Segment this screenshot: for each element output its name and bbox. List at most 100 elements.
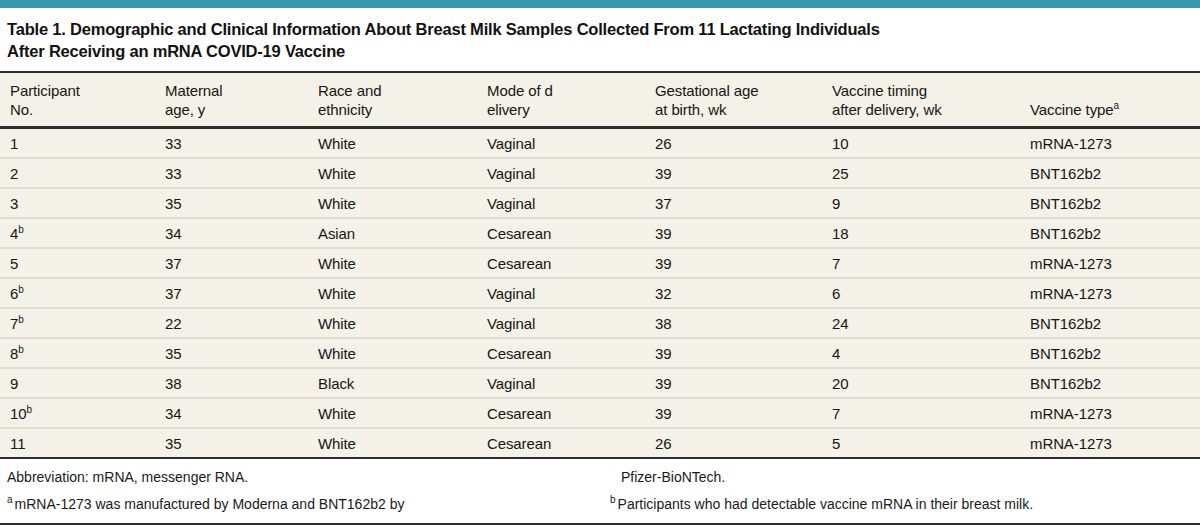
cell-mode-of-delivery: Vaginal: [477, 158, 645, 188]
table-row: 1135WhiteCesarean265mRNA-1273: [0, 428, 1200, 458]
cell-maternal-age: 38: [155, 368, 308, 398]
cell-race-ethnicity: White: [308, 188, 477, 218]
footnote-b: bParticipants who had detectable vaccine…: [610, 495, 1180, 514]
table-figure: Table 1. Demographic and Clinical Inform…: [0, 0, 1200, 528]
cell-gestational-age: 39: [645, 158, 822, 188]
cell-maternal-age: 22: [155, 308, 308, 338]
cell-vaccine-timing: 25: [822, 158, 1020, 188]
cell-gestational-age: 38: [645, 308, 822, 338]
column-header-race-ethnicity: Race andethnicity: [308, 72, 477, 128]
cell-vaccine-type: BNT162b2: [1020, 158, 1200, 188]
cell-vaccine-type: mRNA-1273: [1020, 278, 1200, 308]
table-title: Table 1. Demographic and Clinical Inform…: [0, 8, 1200, 71]
table-body: 133WhiteVaginal2610mRNA-1273233WhiteVagi…: [0, 128, 1200, 459]
column-header-vaccine-type: Vaccine typea: [1020, 72, 1200, 128]
footnotes-left-column: Abbreviation: mRNA, messenger RNA. amRNA…: [0, 468, 600, 522]
cell-maternal-age: 35: [155, 428, 308, 458]
cell-maternal-age: 35: [155, 188, 308, 218]
cell-vaccine-timing: 24: [822, 308, 1020, 338]
cell-vaccine-type: mRNA-1273: [1020, 428, 1200, 458]
table-row: 6b37WhiteVaginal326mRNA-1273: [0, 278, 1200, 308]
cell-maternal-age: 34: [155, 218, 308, 248]
cell-gestational-age: 32: [645, 278, 822, 308]
table-row: 7b22WhiteVaginal3824BNT162b2: [0, 308, 1200, 338]
column-header-mode-of-delivery: Mode of delivery: [477, 72, 645, 128]
accent-bar: [0, 0, 1200, 8]
cell-mode-of-delivery: Vaginal: [477, 308, 645, 338]
table-row: 8b35WhiteCesarean394BNT162b2: [0, 338, 1200, 368]
cell-vaccine-type: BNT162b2: [1020, 368, 1200, 398]
footnote-a-text: mRNA-1273 was manufactured by Moderna an…: [15, 496, 405, 512]
cell-mode-of-delivery: Cesarean: [477, 248, 645, 278]
footnotes: Abbreviation: mRNA, messenger RNA. amRNA…: [0, 459, 1200, 522]
cell-race-ethnicity: White: [308, 128, 477, 159]
footnote-a: amRNA-1273 was manufactured by Moderna a…: [7, 495, 555, 514]
table-row: 335WhiteVaginal379BNT162b2: [0, 188, 1200, 218]
cell-vaccine-timing: 6: [822, 278, 1020, 308]
cell-participant-no: 7b: [0, 308, 155, 338]
cell-race-ethnicity: White: [308, 308, 477, 338]
cell-vaccine-timing: 10: [822, 128, 1020, 159]
cell-gestational-age: 39: [645, 248, 822, 278]
cell-vaccine-type: BNT162b2: [1020, 338, 1200, 368]
cell-gestational-age: 37: [645, 188, 822, 218]
cell-mode-of-delivery: Cesarean: [477, 338, 645, 368]
cell-gestational-age: 26: [645, 128, 822, 159]
table-title-line1: Table 1. Demographic and Clinical Inform…: [7, 18, 1190, 40]
cell-race-ethnicity: White: [308, 398, 477, 428]
footnote-a-marker: a: [7, 494, 15, 505]
cell-maternal-age: 33: [155, 158, 308, 188]
table-header-row: ParticipantNo.Maternalage, yRace andethn…: [0, 72, 1200, 128]
cell-vaccine-timing: 20: [822, 368, 1020, 398]
column-header-maternal-age: Maternalage, y: [155, 72, 308, 128]
table-row: 233WhiteVaginal3925BNT162b2: [0, 158, 1200, 188]
cell-participant-no: 2: [0, 158, 155, 188]
cell-mode-of-delivery: Cesarean: [477, 428, 645, 458]
cell-maternal-age: 35: [155, 338, 308, 368]
cell-vaccine-type: mRNA-1273: [1020, 128, 1200, 159]
cell-race-ethnicity: White: [308, 338, 477, 368]
cell-vaccine-type: mRNA-1273: [1020, 248, 1200, 278]
footnote-a-continuation: Pfizer-BioNTech.: [610, 468, 1180, 487]
cell-gestational-age: 39: [645, 218, 822, 248]
table-row: 10b34WhiteCesarean397mRNA-1273: [0, 398, 1200, 428]
cell-maternal-age: 37: [155, 248, 308, 278]
table-row: 938BlackVaginal3920BNT162b2: [0, 368, 1200, 398]
cell-vaccine-type: BNT162b2: [1020, 188, 1200, 218]
cell-mode-of-delivery: Vaginal: [477, 188, 645, 218]
cell-vaccine-timing: 7: [822, 248, 1020, 278]
cell-vaccine-timing: 9: [822, 188, 1020, 218]
cell-race-ethnicity: White: [308, 428, 477, 458]
table-row: 4b34AsianCesarean3918BNT162b2: [0, 218, 1200, 248]
column-header-vaccine-timing: Vaccine timingafter delivery, wk: [822, 72, 1020, 128]
cell-gestational-age: 39: [645, 398, 822, 428]
cell-maternal-age: 33: [155, 128, 308, 159]
cell-vaccine-timing: 7: [822, 398, 1020, 428]
cell-race-ethnicity: White: [308, 248, 477, 278]
cell-participant-no: 8b: [0, 338, 155, 368]
cell-participant-no: 10b: [0, 398, 155, 428]
table-row: 133WhiteVaginal2610mRNA-1273: [0, 128, 1200, 159]
cell-participant-no: 6b: [0, 278, 155, 308]
cell-participant-no: 3: [0, 188, 155, 218]
footnote-b-marker: b: [610, 494, 618, 505]
cell-participant-no: 11: [0, 428, 155, 458]
cell-gestational-age: 26: [645, 428, 822, 458]
cell-vaccine-type: BNT162b2: [1020, 308, 1200, 338]
cell-mode-of-delivery: Vaginal: [477, 278, 645, 308]
cell-participant-no: 9: [0, 368, 155, 398]
cell-mode-of-delivery: Cesarean: [477, 218, 645, 248]
demographics-table: ParticipantNo.Maternalage, yRace andethn…: [0, 71, 1200, 459]
column-header-gestational-age: Gestational ageat birth, wk: [645, 72, 822, 128]
cell-mode-of-delivery: Cesarean: [477, 398, 645, 428]
cell-participant-no: 5: [0, 248, 155, 278]
cell-vaccine-timing: 18: [822, 218, 1020, 248]
cell-participant-no: 4b: [0, 218, 155, 248]
cell-vaccine-timing: 4: [822, 338, 1020, 368]
cell-mode-of-delivery: Vaginal: [477, 128, 645, 159]
column-header-participant-no: ParticipantNo.: [0, 72, 155, 128]
bottom-rule: [0, 523, 1200, 525]
cell-race-ethnicity: Asian: [308, 218, 477, 248]
table-header: ParticipantNo.Maternalage, yRace andethn…: [0, 72, 1200, 128]
cell-maternal-age: 37: [155, 278, 308, 308]
